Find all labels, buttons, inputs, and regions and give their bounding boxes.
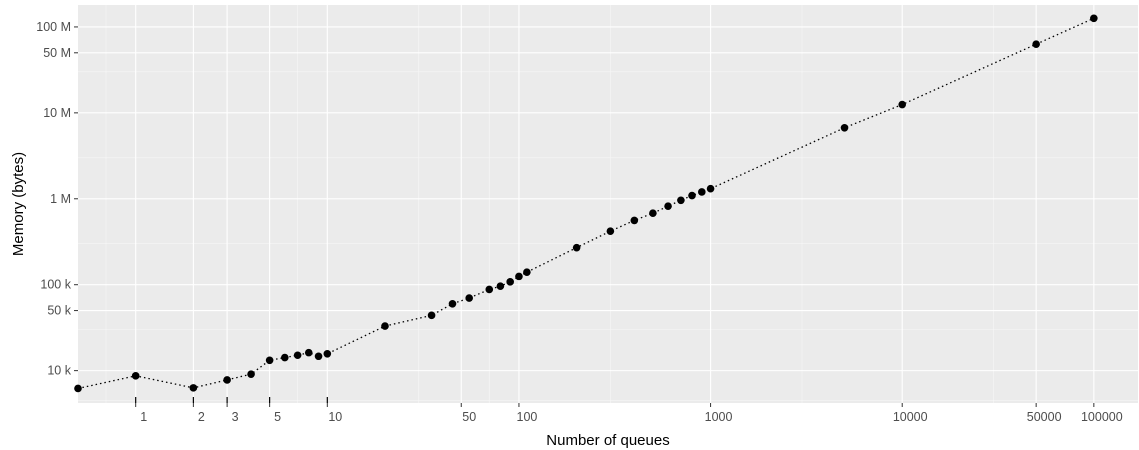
- data-point: [131, 372, 140, 380]
- x-tick-label: 10000: [893, 410, 928, 424]
- y-tick-label: 100 M: [36, 20, 71, 34]
- x-axis: 1 2 3 5 10 50 100 1000 10000 50000 100000: [135, 403, 1123, 424]
- x-tick-label: 100000: [1081, 410, 1123, 424]
- data-point: [649, 209, 657, 217]
- major-gridlines: [78, 5, 1138, 403]
- x-tick-label: 3: [232, 410, 239, 424]
- data-point: [706, 184, 715, 193]
- data-point: [630, 216, 639, 225]
- data-point: [677, 196, 685, 205]
- x-tick-label: 50: [462, 410, 476, 424]
- x-tick-label: 1: [140, 410, 147, 424]
- data-point: [427, 311, 436, 320]
- y-tick-label: 50 k: [47, 304, 71, 318]
- data-point: [247, 370, 255, 378]
- data-point: [314, 352, 323, 361]
- y-tick-label: 10 k: [47, 364, 71, 378]
- data-point: [898, 100, 907, 109]
- data-point: [1090, 14, 1098, 23]
- data-point: [496, 282, 505, 291]
- data-point: [506, 278, 514, 286]
- data-points: [74, 14, 1098, 393]
- data-point: [265, 356, 274, 365]
- data-point: [448, 299, 457, 308]
- data-point: [485, 285, 494, 294]
- x-tick-label: 2: [198, 410, 205, 424]
- data-point: [323, 349, 332, 358]
- data-point: [304, 348, 313, 357]
- data-point: [465, 294, 473, 302]
- y-tick-label: 50 M: [43, 46, 71, 60]
- data-point: [523, 268, 531, 276]
- x-tick-label: 10: [328, 410, 342, 424]
- y-tick-label: 10 M: [43, 106, 71, 120]
- y-axis: 10 k 50 k 100 k 1 M 10 M 50 M 100 M: [36, 20, 78, 378]
- minor-gridlines: [78, 5, 1138, 403]
- panel-background: [78, 5, 1138, 403]
- x-tick-label: 5: [274, 410, 281, 424]
- data-point: [515, 272, 523, 281]
- data-point: [1032, 40, 1040, 48]
- x-tick-label: 1000: [705, 410, 733, 424]
- data-point: [293, 351, 302, 360]
- data-point: [664, 202, 672, 210]
- data-point: [189, 384, 198, 392]
- data-point: [698, 188, 706, 196]
- data-point: [688, 191, 696, 200]
- data-point: [281, 353, 289, 362]
- y-tick-label: 1 M: [50, 192, 71, 206]
- data-point: [606, 227, 615, 235]
- data-point: [572, 243, 581, 252]
- data-point: [381, 322, 389, 330]
- data-point: [223, 376, 231, 384]
- data-point: [74, 384, 82, 393]
- x-rug-ticks: [135, 397, 328, 403]
- x-axis-title: Number of queues: [546, 432, 669, 449]
- x-tick-label: 50000: [1027, 410, 1062, 424]
- x-tick-label: 100: [517, 410, 538, 424]
- y-tick-label: 100 k: [40, 278, 71, 292]
- y-axis-title: Memory (bytes): [10, 152, 27, 256]
- data-point: [840, 124, 849, 132]
